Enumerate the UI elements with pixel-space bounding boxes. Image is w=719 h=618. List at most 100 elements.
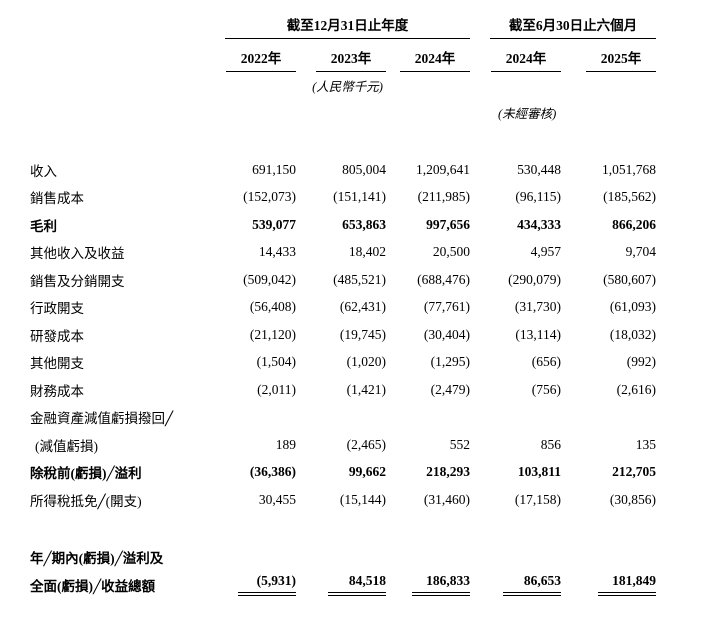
- row-cost-of-sales: 銷售成本 (152,073) (151,141) (211,985) (96,1…: [30, 184, 656, 212]
- spacer: [296, 544, 386, 572]
- column-header-2023: 2023年: [296, 38, 386, 72]
- cell-value: (19,745): [339, 326, 386, 342]
- cell-value: 866,206: [612, 216, 656, 232]
- spacer: [490, 544, 561, 572]
- row-selling-and-distribution-expenses: 銷售及分銷開支 (509,042) (485,521) (688,476) (2…: [30, 266, 656, 294]
- column-header-2022: 2022年: [225, 38, 296, 72]
- column-header-2024-interim: 2024年: [490, 38, 561, 72]
- spacer: [30, 99, 225, 126]
- cell-value: (62,431): [339, 299, 386, 315]
- cell-value: 30,455: [258, 491, 296, 507]
- cell-value: (31,730): [514, 299, 561, 315]
- cell-value: (2,011): [257, 381, 296, 397]
- cell-value: 84,518: [296, 571, 386, 599]
- cell-value: (36,386): [249, 464, 296, 480]
- spacer: [225, 544, 296, 572]
- row-impairment-reversal-line1: 金融資產減值虧損撥回╱: [30, 404, 656, 432]
- row-label: 銷售成本: [30, 191, 84, 207]
- cell-value: (30,856): [609, 491, 656, 507]
- row-total-comprehensive-income-line1: 年╱期內(虧損)╱溢利及: [30, 544, 656, 572]
- double-underlined-total: 186,833: [412, 573, 470, 597]
- cell-value: (2,479): [430, 381, 470, 397]
- cell-value: (56,408): [249, 299, 296, 315]
- row-label: 全面(虧損)╱收益總額: [30, 578, 156, 594]
- row-label: 毛利: [30, 218, 57, 234]
- cell-value: 218,293: [426, 464, 470, 480]
- cell-value: (688,476): [417, 271, 470, 287]
- cell-value: 14,433: [258, 244, 296, 260]
- cell-value: 691,150: [252, 161, 296, 177]
- column-group-interim: 截至6月30日止六個月: [490, 8, 656, 39]
- year-label: 2023年: [316, 47, 386, 72]
- row-label: 研發成本: [30, 328, 84, 344]
- cell-value: 186,833: [386, 571, 470, 599]
- cell-value: 189: [275, 436, 296, 452]
- spacer: [561, 404, 656, 432]
- row-label: 所得稅抵免╱(開支): [30, 493, 142, 509]
- cell-value: 530,448: [517, 161, 561, 177]
- year-label: 2024年: [491, 47, 561, 72]
- cell-value: (1,295): [430, 354, 470, 370]
- cell-value: (290,079): [508, 271, 561, 287]
- row-income-tax: 所得稅抵免╱(開支) 30,455 (15,144) (31,460) (17,…: [30, 486, 656, 514]
- cell-value: 539,077: [252, 216, 296, 232]
- cell-value: (77,761): [423, 299, 470, 315]
- cell-value: (5,931): [225, 571, 296, 599]
- spacer: [490, 404, 561, 432]
- spacer: [561, 99, 656, 126]
- spacer: [490, 72, 656, 99]
- double-underlined-total: 181,849: [598, 573, 656, 597]
- spacer: [470, 156, 490, 184]
- row-other-income-and-gains: 其他收入及收益 14,433 18,402 20,500 4,957 9,704: [30, 239, 656, 267]
- spacer: [470, 8, 490, 38]
- cell-value: 805,004: [342, 161, 386, 177]
- row-profit-before-tax: 除稅前(虧損)╱溢利 (36,386) 99,662 218,293 103,8…: [30, 459, 656, 487]
- double-underlined-total: 86,653: [503, 573, 561, 597]
- cell-value: (992): [626, 354, 656, 370]
- cell-value: 434,333: [517, 216, 561, 232]
- spacer: [30, 126, 656, 156]
- cell-value: (17,158): [514, 491, 561, 507]
- column-group-annual: 截至12月31日止年度: [225, 8, 470, 39]
- column-header-2024-annual: 2024年: [386, 38, 470, 72]
- cell-value: (15,144): [339, 491, 386, 507]
- spacer: [470, 486, 490, 514]
- column-group-row: 截至12月31日止年度 截至6月30日止六個月: [30, 8, 656, 39]
- row-label: 年╱期內(虧損)╱溢利及: [30, 551, 164, 567]
- double-underlined-total: 84,518: [328, 573, 386, 597]
- row-label: 除稅前(虧損)╱溢利: [30, 466, 142, 482]
- cell-value: 4,957: [530, 244, 561, 260]
- cell-value: 86,653: [490, 571, 561, 599]
- spacer: [470, 72, 490, 99]
- double-underlined-total: (5,931): [238, 573, 296, 597]
- cell-value: (96,115): [515, 189, 561, 205]
- column-header-2025: 2025年: [561, 38, 656, 72]
- cell-value: 997,656: [426, 216, 470, 232]
- currency-note: (人民幣千元): [312, 80, 383, 94]
- spacer: [470, 184, 490, 212]
- cell-value: 9,704: [625, 244, 656, 260]
- row-gross-profit: 毛利 539,077 653,863 997,656 434,333 866,2…: [30, 211, 656, 239]
- row-revenue: 收入 691,150 805,004 1,209,641 530,448 1,0…: [30, 156, 656, 184]
- cell-value: (151,141): [333, 189, 386, 205]
- year-label: 2025年: [586, 47, 656, 72]
- year-header-row: 2022年 2023年 2024年 2024年 2025年: [30, 38, 656, 72]
- spacer: [470, 459, 490, 487]
- cell-value: 99,662: [348, 464, 386, 480]
- spacer: [470, 544, 490, 572]
- spacer: [470, 404, 490, 432]
- cell-value: (18,032): [609, 326, 656, 342]
- spacer: [225, 404, 296, 432]
- cell-value: (31,460): [423, 491, 470, 507]
- cell-value: 181,849: [561, 571, 656, 599]
- row-label: (減值虧損): [35, 438, 98, 454]
- cell-value: (13,114): [515, 326, 561, 342]
- cell-value: (2,465): [346, 436, 386, 452]
- cell-value: (1,421): [346, 381, 386, 397]
- year-label: 2024年: [400, 47, 470, 72]
- cell-value: (656): [531, 354, 561, 370]
- cell-value: 653,863: [342, 216, 386, 232]
- cell-value: (21,120): [249, 326, 296, 342]
- cell-value: (30,404): [423, 326, 470, 342]
- cell-value: 212,705: [612, 464, 656, 480]
